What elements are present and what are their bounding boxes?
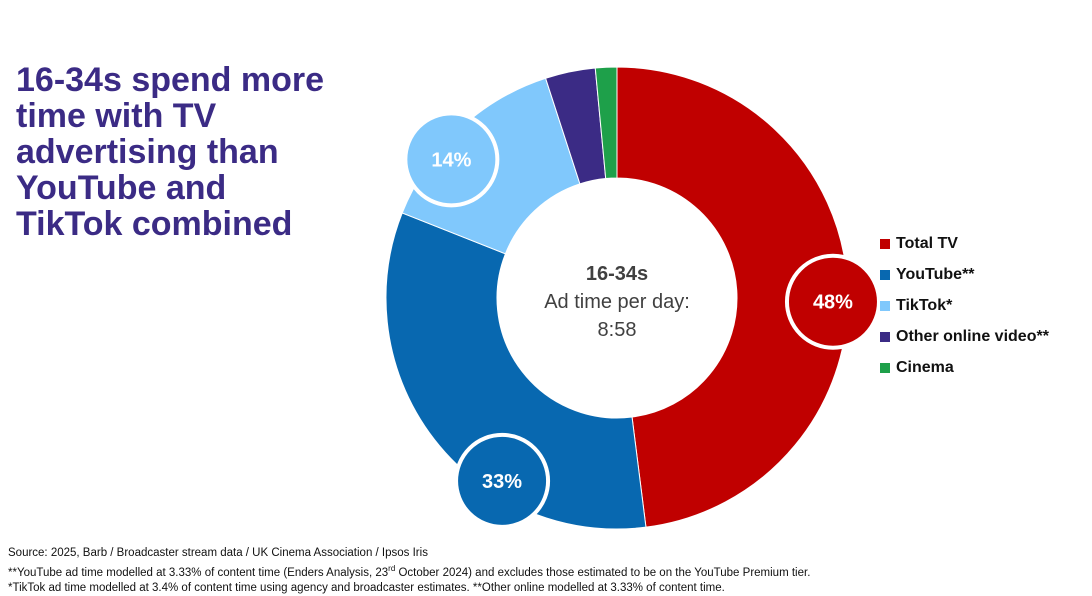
slices-group [385, 66, 849, 530]
center-line1: Ad time per day: [544, 291, 690, 313]
data-label-2: 33% [482, 471, 522, 493]
headline: 16-34s spend more time with TV advertisi… [16, 61, 325, 243]
legend-item: Total TV [880, 228, 1049, 259]
bubble-1 [784, 253, 881, 350]
legend-swatch [880, 238, 890, 249]
data-label-1: 48% [813, 292, 853, 314]
legend: Total TV YouTube** TikTok* Other online vid… [880, 228, 1049, 383]
center-title: 16-34s [586, 263, 648, 285]
legend-label: Cinema [896, 358, 954, 376]
legend-swatch [880, 300, 890, 311]
legend-swatch [880, 362, 890, 373]
youtube-note: **YouTube ad time modelled at 3.33% of c… [8, 561, 810, 581]
data-label-3: 14% [431, 149, 471, 171]
footnotes: Source: 2025, Barb / Broadcaster stream … [8, 546, 810, 596]
legend-item: YouTube** [880, 259, 1049, 290]
tiktok-note: *TikTok ad time modelled at 3.4% of cont… [8, 581, 725, 594]
center-line2: 8:58 [598, 319, 637, 341]
youtube-note-sup: rd [388, 564, 396, 573]
legend-label: YouTube** [896, 265, 975, 283]
source-note: Source: 2025, Barb / Broadcaster stream … [8, 547, 428, 559]
legend-swatch [880, 269, 890, 280]
bubble-3 [403, 111, 500, 208]
legend-item: Other online video** [880, 321, 1049, 352]
youtube-note-pre: **YouTube ad time modelled at 3.33% of c… [8, 566, 389, 579]
slice-total-tv [616, 66, 849, 528]
legend-label: Other online video** [896, 327, 1049, 345]
legend-item: Cinema [880, 352, 1049, 383]
bubble-2 [454, 432, 551, 529]
legend-item: TikTok* [880, 290, 1049, 321]
legend-label: TikTok* [896, 296, 953, 314]
donut-hole [497, 178, 737, 418]
legend-swatch [880, 331, 890, 342]
legend-label: Total TV [896, 234, 958, 252]
label-bubbles: 48% 33% 14% [403, 111, 881, 529]
youtube-note-post: October 2024) and excludes those estimat… [395, 566, 811, 579]
